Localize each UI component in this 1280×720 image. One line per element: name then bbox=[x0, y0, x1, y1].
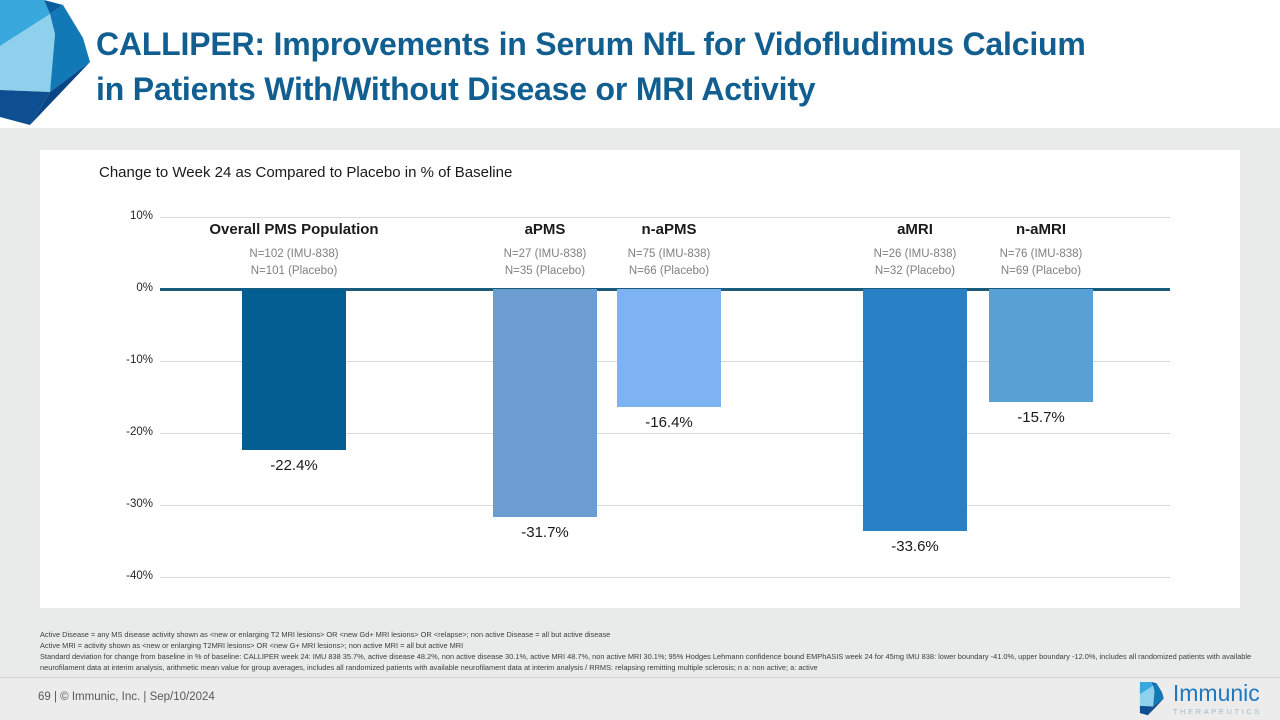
footnotes: Active Disease = any MS disease activity… bbox=[40, 629, 1272, 673]
category-label: n-aMRI bbox=[1016, 221, 1066, 238]
footer-bar: 69 | © Immunic, Inc. | Sep/10/2024 Immun… bbox=[0, 677, 1280, 720]
logo-text: Immunic THERAPEUTICS bbox=[1172, 680, 1262, 717]
category-label: aMRI bbox=[897, 221, 933, 238]
bar-value-label: -15.7% bbox=[1017, 409, 1065, 426]
bar-value-label: -33.6% bbox=[891, 538, 939, 555]
y-axis-tick: -20% bbox=[126, 426, 153, 438]
chart-panel: Change to Week 24 as Compared to Placebo… bbox=[40, 150, 1240, 608]
category-n-count: N=27 (IMU-838) bbox=[503, 248, 587, 260]
footnote-line: Active MRI = activity shown as <new or e… bbox=[40, 641, 464, 650]
category-n-count: N=26 (IMU-838) bbox=[873, 248, 957, 260]
gridline bbox=[160, 577, 1170, 578]
bar-n-amri bbox=[989, 289, 1093, 402]
bar-overall-pms-population bbox=[242, 289, 346, 450]
page-title-line2: in Patients With/Without Disease or MRI … bbox=[96, 71, 816, 107]
category-header-n-amri: n-aMRI N=76 (IMU-838) N=69 (Placebo) bbox=[926, 221, 1156, 279]
category-n-count: N=75 (IMU-838) bbox=[627, 248, 711, 260]
immunic-logo: Immunic THERAPEUTICS bbox=[1139, 682, 1262, 716]
footer-text: 69 | © Immunic, Inc. | Sep/10/2024 bbox=[38, 691, 215, 703]
category-n-count: N=102 (IMU-838) bbox=[249, 248, 339, 260]
gridline bbox=[160, 433, 1170, 434]
category-n-count: N=32 (Placebo) bbox=[874, 264, 956, 277]
immunic-gem-icon bbox=[1139, 682, 1164, 716]
gridline bbox=[160, 217, 1170, 218]
category-header-apms: aPMS N=27 (IMU-838) N=35 (Placebo) bbox=[430, 221, 660, 279]
y-axis-tick: 10% bbox=[129, 210, 153, 222]
category-n-count: N=35 (Placebo) bbox=[504, 264, 586, 277]
bar-n-apms bbox=[617, 289, 721, 407]
y-axis-tick: -10% bbox=[126, 354, 153, 366]
bar-amri bbox=[863, 289, 967, 531]
category-header-amri: aMRI N=26 (IMU-838) N=32 (Placebo) bbox=[800, 221, 1030, 279]
bar-value-label: -16.4% bbox=[645, 414, 693, 431]
y-axis-tick: -40% bbox=[126, 570, 153, 582]
immunic-gem-logo bbox=[0, 0, 90, 125]
page-title: CALLIPER: Improvements in Serum NfL for … bbox=[96, 22, 1236, 112]
chart-title: Change to Week 24 as Compared to Placebo… bbox=[99, 164, 513, 181]
bar-apms bbox=[493, 289, 597, 517]
bar-value-label: -22.4% bbox=[270, 457, 318, 474]
footnote-line: neurofilament data at interim analysis, … bbox=[40, 663, 818, 672]
category-n-count: N=69 (Placebo) bbox=[1000, 264, 1082, 277]
category-n-count: N=66 (Placebo) bbox=[628, 264, 710, 277]
category-label: n-aPMS bbox=[641, 221, 697, 238]
category-label: Overall PMS Population bbox=[209, 221, 379, 238]
category-n-count: N=76 (IMU-838) bbox=[999, 248, 1083, 260]
category-n-count: N=101 (Placebo) bbox=[250, 264, 338, 277]
y-axis-tick: -30% bbox=[126, 498, 153, 510]
footnote-line: Standard deviation for change from basel… bbox=[40, 652, 1252, 661]
category-header-n-apms: n-aPMS N=75 (IMU-838) N=66 (Placebo) bbox=[554, 221, 784, 279]
logo-wordmark: Immunic bbox=[1172, 680, 1260, 706]
bar-value-label: -31.7% bbox=[521, 524, 569, 541]
category-label: aPMS bbox=[524, 221, 566, 238]
logo-tagline: THERAPEUTICS bbox=[1172, 707, 1262, 716]
footnote-line: Active Disease = any MS disease activity… bbox=[40, 630, 611, 639]
page-title-line1: CALLIPER: Improvements in Serum NfL for … bbox=[96, 26, 1086, 62]
category-header-overall-pms-population: Overall PMS Population N=102 (IMU-838) N=1… bbox=[179, 221, 409, 279]
gridline bbox=[160, 505, 1170, 506]
bar-chart: 10% 0% -10% -20% -30% -40% -22.4% Overall PMS P… bbox=[40, 150, 1240, 608]
y-axis-tick: 0% bbox=[136, 282, 153, 294]
